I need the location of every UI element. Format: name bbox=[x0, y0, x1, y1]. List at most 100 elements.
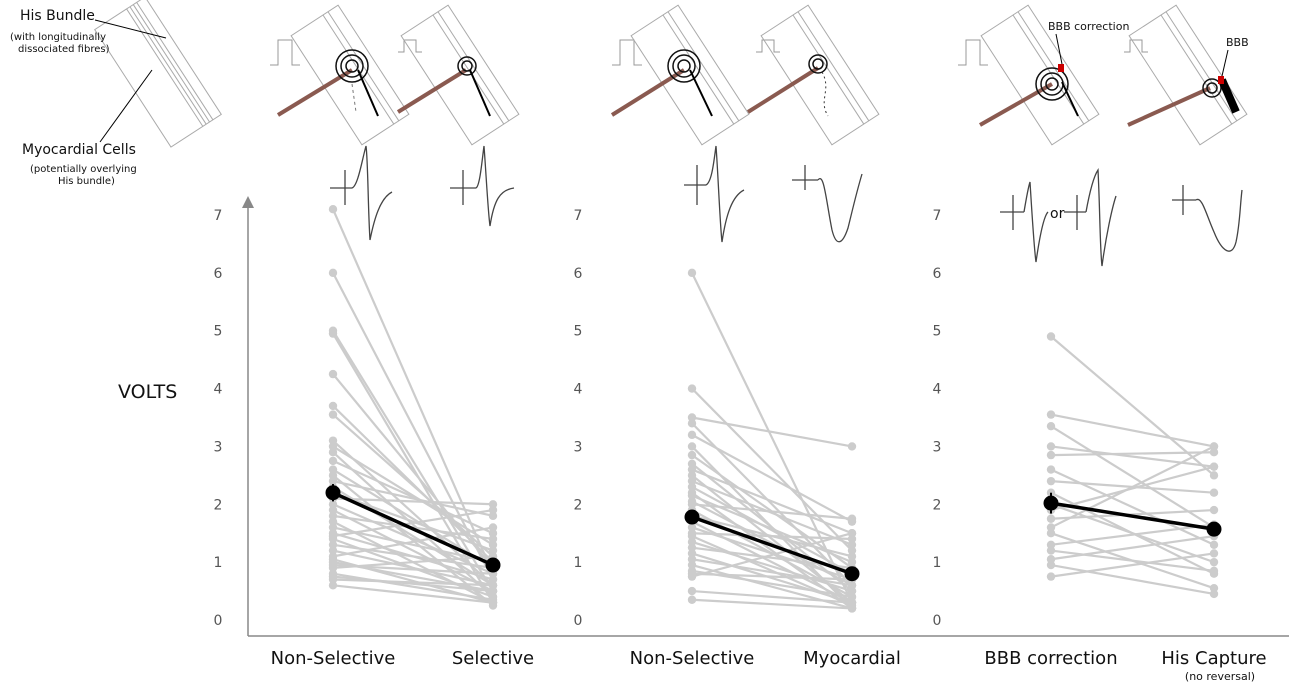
myocardial-arrow bbox=[99, 69, 153, 143]
individual-point bbox=[687, 543, 697, 552]
individual-point bbox=[328, 442, 338, 451]
individual-point bbox=[687, 549, 697, 558]
y-tick-label: 0 bbox=[574, 613, 583, 629]
individual-point bbox=[488, 575, 498, 584]
individual-line bbox=[332, 543, 494, 570]
individual-point bbox=[328, 523, 338, 532]
individual-point bbox=[328, 540, 338, 549]
individual-line bbox=[332, 330, 494, 592]
y-tick-label: 4 bbox=[214, 382, 223, 398]
individual-point bbox=[328, 581, 338, 590]
individual-point bbox=[328, 268, 338, 278]
individual-line bbox=[691, 589, 853, 604]
y-tick-label: 6 bbox=[933, 266, 942, 282]
y-tick-label: 6 bbox=[574, 266, 583, 282]
individual-point bbox=[847, 598, 857, 607]
individual-point bbox=[1046, 523, 1056, 532]
x-category-note: (no reversal) bbox=[1185, 670, 1255, 683]
schematic-non-selective-1 bbox=[270, 4, 410, 146]
y-tick-label: 3 bbox=[214, 439, 223, 455]
individual-line bbox=[691, 485, 853, 575]
x-category-label: BBB correction bbox=[984, 648, 1117, 669]
individual-point bbox=[1046, 410, 1056, 419]
bbb-correction-annotation: BBB correction bbox=[1048, 20, 1129, 33]
individual-line bbox=[691, 416, 853, 448]
individual-point bbox=[847, 546, 857, 555]
panel-1: 0 1 2 3 4 5 6 7 Non-Selective Selective bbox=[214, 205, 534, 669]
y-tick-label: 3 bbox=[933, 439, 942, 455]
individual-line bbox=[1050, 523, 1215, 546]
individual-point bbox=[1046, 560, 1056, 570]
individual-point bbox=[847, 592, 857, 602]
individual-line bbox=[332, 509, 494, 593]
individual-point bbox=[1209, 488, 1219, 497]
individual-point bbox=[488, 529, 498, 538]
individual-point bbox=[328, 471, 338, 480]
individual-line bbox=[332, 451, 494, 598]
individual-line bbox=[691, 572, 853, 581]
y-tick-label: 1 bbox=[574, 555, 583, 571]
schematic-myocardial-2 bbox=[746, 4, 880, 146]
individual-point bbox=[1209, 549, 1219, 558]
myocardial-cells-label: Myocardial Cells bbox=[22, 142, 136, 158]
individual-point bbox=[847, 540, 857, 549]
individual-line bbox=[332, 508, 494, 538]
waveform-bbb-correction bbox=[1000, 167, 1117, 267]
panels: 0 1 2 3 4 5 6 7 Non-Selective Selective 0 1 2 3 4 5 6 7 No… bbox=[214, 205, 1267, 683]
bbb-annotation: BBB bbox=[1226, 36, 1249, 49]
y-tick-label: 6 bbox=[214, 266, 223, 282]
his-bundle-sub1: (with longitudinally bbox=[10, 32, 106, 43]
x-category-label: Myocardial bbox=[803, 648, 901, 669]
individual-line bbox=[691, 503, 853, 520]
individual-point bbox=[687, 560, 697, 570]
individual-point bbox=[687, 384, 697, 393]
individual-line bbox=[691, 532, 853, 541]
individual-line bbox=[1050, 451, 1215, 457]
individual-line bbox=[332, 555, 494, 570]
individual-point bbox=[1046, 572, 1056, 581]
individual-line bbox=[332, 526, 494, 564]
individual-point bbox=[328, 546, 338, 555]
individual-point bbox=[687, 491, 697, 500]
individual-point bbox=[1046, 442, 1056, 451]
y-tick-label: 5 bbox=[214, 324, 223, 340]
individual-point bbox=[687, 442, 697, 451]
individual-point bbox=[488, 523, 498, 532]
individual-point bbox=[488, 598, 498, 607]
individual-line bbox=[332, 584, 494, 604]
individual-line bbox=[332, 503, 494, 575]
his-bundle-label: His Bundle bbox=[20, 8, 95, 24]
individual-point bbox=[1046, 332, 1056, 341]
individual-point bbox=[328, 563, 338, 573]
legend-schematic: His Bundle (with longitudinally dissocia… bbox=[10, 0, 222, 187]
individual-point bbox=[1209, 589, 1219, 599]
individual-point bbox=[687, 500, 697, 509]
individual-line bbox=[1050, 465, 1215, 512]
individual-point bbox=[847, 604, 857, 613]
y-tick-label: 0 bbox=[933, 613, 942, 629]
individual-line bbox=[1050, 445, 1215, 468]
individual-point bbox=[1209, 448, 1219, 457]
individual-point bbox=[687, 523, 697, 532]
individual-point bbox=[328, 329, 338, 338]
mean-point bbox=[844, 566, 860, 582]
individual-line bbox=[332, 491, 494, 552]
waveform-myocardial-2 bbox=[792, 165, 863, 243]
individual-point bbox=[328, 534, 338, 544]
individual-point bbox=[687, 531, 697, 541]
individual-point bbox=[488, 540, 498, 549]
individual-point bbox=[328, 401, 338, 411]
individual-point bbox=[1209, 566, 1219, 576]
individual-point bbox=[687, 572, 697, 581]
individual-point bbox=[687, 450, 697, 460]
waveform-non-selective-2 bbox=[684, 145, 745, 243]
mean-point bbox=[684, 509, 700, 525]
waveform-selective-1 bbox=[450, 145, 515, 227]
individual-point bbox=[488, 586, 498, 596]
mean-point bbox=[1043, 495, 1059, 511]
x-category-label: Selective bbox=[452, 648, 534, 669]
schematic-selective-1 bbox=[396, 4, 520, 146]
individual-point bbox=[328, 517, 338, 526]
individual-point bbox=[847, 514, 857, 523]
